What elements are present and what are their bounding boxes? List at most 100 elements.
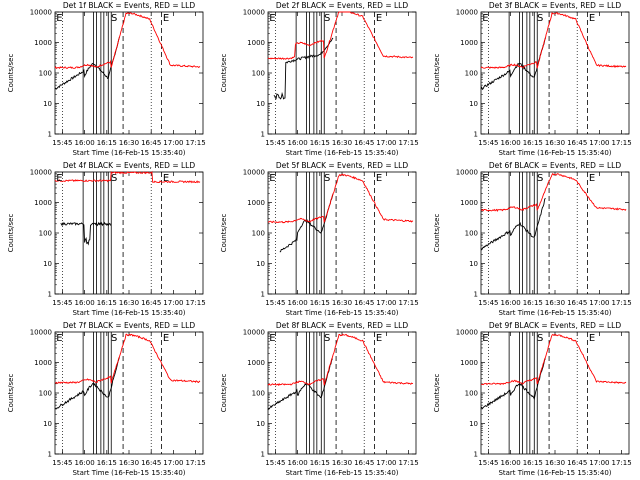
interval-marker: E (269, 333, 275, 344)
interval-marker: S (111, 173, 117, 184)
x-tick-label: 17:15 (186, 459, 206, 467)
x-tick-label: 16:00 (501, 299, 521, 307)
y-tick-label: 100 (252, 230, 265, 238)
x-tick-label: 16:15 (310, 299, 330, 307)
x-tick-label: 17:00 (376, 139, 396, 147)
events-series-line (480, 37, 546, 91)
panel-title: Det 5f BLACK = Events, RED = LLD (276, 161, 409, 170)
y-tick-label: 10 (469, 100, 478, 108)
y-axis-label: Counts/sec (7, 54, 15, 93)
lld-series-line (267, 11, 414, 60)
interval-marker: E (269, 173, 275, 184)
panel-title: Det 1f BLACK = Events, RED = LLD (63, 1, 196, 10)
panel-det-4f: Det 4f BLACK = Events, RED = LLD 1 10 100 10… (7, 161, 206, 317)
y-tick-label: 10 (469, 420, 478, 428)
x-tick-label: 16:30 (332, 459, 352, 467)
interval-marker: E (482, 173, 488, 184)
x-tick-label: 15:45 (478, 459, 498, 467)
x-tick-label: 15:45 (52, 299, 72, 307)
y-tick-label: 1 (48, 451, 52, 459)
y-tick-label: 1 (261, 451, 265, 459)
interval-marker: E (376, 173, 382, 184)
interval-marker: E (56, 333, 62, 344)
x-tick-label: 16:15 (523, 139, 543, 147)
events-series-line (54, 37, 120, 90)
x-axis-label: Start Time (16-Feb-15 15:35:40) (498, 309, 611, 317)
x-tick-label: 16:30 (545, 459, 565, 467)
y-tick-label: 1 (48, 131, 52, 139)
y-tick-label: 10 (43, 420, 52, 428)
x-tick-label: 15:45 (478, 139, 498, 147)
x-tick-label: 17:15 (399, 299, 419, 307)
y-tick-label: 100 (39, 390, 52, 398)
interval-marker: E (376, 13, 382, 24)
plot-frame (480, 171, 630, 295)
x-tick-label: 16:15 (310, 459, 330, 467)
x-tick-label: 16:00 (75, 139, 95, 147)
x-tick-label: 16:15 (97, 139, 117, 147)
interval-marker: E (163, 333, 169, 344)
interval-marker: S (111, 13, 117, 24)
x-tick-label: 17:15 (399, 139, 419, 147)
x-tick-label: 16:00 (501, 459, 521, 467)
x-tick-label: 16:15 (97, 459, 117, 467)
x-tick-label: 16:00 (75, 299, 95, 307)
y-axis-label: Counts/sec (220, 374, 228, 413)
plot-frame (54, 171, 204, 295)
y-tick-label: 1 (474, 131, 478, 139)
x-axis-label: Start Time (16-Feb-15 15:35:40) (285, 469, 398, 477)
y-axis-label: Counts/sec (433, 54, 441, 93)
y-axis-label: Counts/sec (7, 214, 15, 253)
x-tick-label: 17:00 (163, 459, 183, 467)
x-tick-label: 17:00 (589, 299, 609, 307)
lld-series-line (267, 333, 414, 387)
panel-det-8f: Det 8f BLACK = Events, RED = LLD 1 10 100 10… (220, 321, 419, 477)
y-tick-label: 1000 (460, 359, 478, 367)
y-tick-label: 10 (469, 260, 478, 268)
panel-title: Det 6f BLACK = Events, RED = LLD (489, 161, 622, 170)
interval-marker: E (376, 333, 382, 344)
interval-marker: E (56, 173, 62, 184)
x-tick-label: 17:00 (163, 139, 183, 147)
y-axis-label: Counts/sec (220, 214, 228, 253)
y-tick-label: 1 (261, 291, 265, 299)
y-tick-label: 1000 (247, 199, 265, 207)
x-tick-label: 16:45 (141, 459, 161, 467)
y-axis-label: Counts/sec (7, 374, 15, 413)
x-tick-label: 17:00 (163, 299, 183, 307)
y-tick-label: 100 (465, 70, 478, 78)
interval-marker: S (111, 333, 117, 344)
interval-marker: S (324, 13, 330, 24)
x-axis-label: Start Time (16-Feb-15 15:35:40) (285, 149, 398, 157)
y-tick-label: 10000 (456, 169, 478, 177)
y-tick-label: 1000 (34, 199, 52, 207)
x-tick-label: 15:45 (52, 459, 72, 467)
interval-marker: E (163, 173, 169, 184)
interval-marker: E (56, 13, 62, 24)
x-tick-label: 16:30 (119, 459, 139, 467)
y-tick-label: 10000 (456, 329, 478, 337)
x-tick-label: 15:45 (265, 299, 285, 307)
x-tick-label: 16:00 (288, 299, 308, 307)
x-tick-label: 16:30 (119, 139, 139, 147)
panel-det-7f: Det 7f BLACK = Events, RED = LLD 1 10 100 10… (7, 321, 206, 477)
y-tick-label: 1000 (34, 359, 52, 367)
plot-frame (267, 331, 417, 455)
events-series-line (480, 197, 546, 251)
y-tick-label: 1000 (460, 39, 478, 47)
y-tick-label: 1000 (247, 39, 265, 47)
x-tick-label: 16:00 (75, 459, 95, 467)
y-tick-label: 1000 (247, 359, 265, 367)
interval-marker: E (269, 13, 275, 24)
panel-title: Det 4f BLACK = Events, RED = LLD (63, 161, 196, 170)
x-axis-label: Start Time (16-Feb-15 15:35:40) (72, 149, 185, 157)
y-tick-label: 1000 (460, 199, 478, 207)
plot-frame (267, 11, 417, 135)
events-series-line (60, 221, 112, 246)
panel-det-6f: Det 6f BLACK = Events, RED = LLD 1 10 100 10… (433, 161, 632, 317)
x-tick-label: 15:45 (265, 139, 285, 147)
y-axis-label: Counts/sec (433, 374, 441, 413)
x-tick-label: 16:45 (354, 459, 374, 467)
y-tick-label: 10 (256, 100, 265, 108)
x-tick-label: 16:15 (523, 299, 543, 307)
